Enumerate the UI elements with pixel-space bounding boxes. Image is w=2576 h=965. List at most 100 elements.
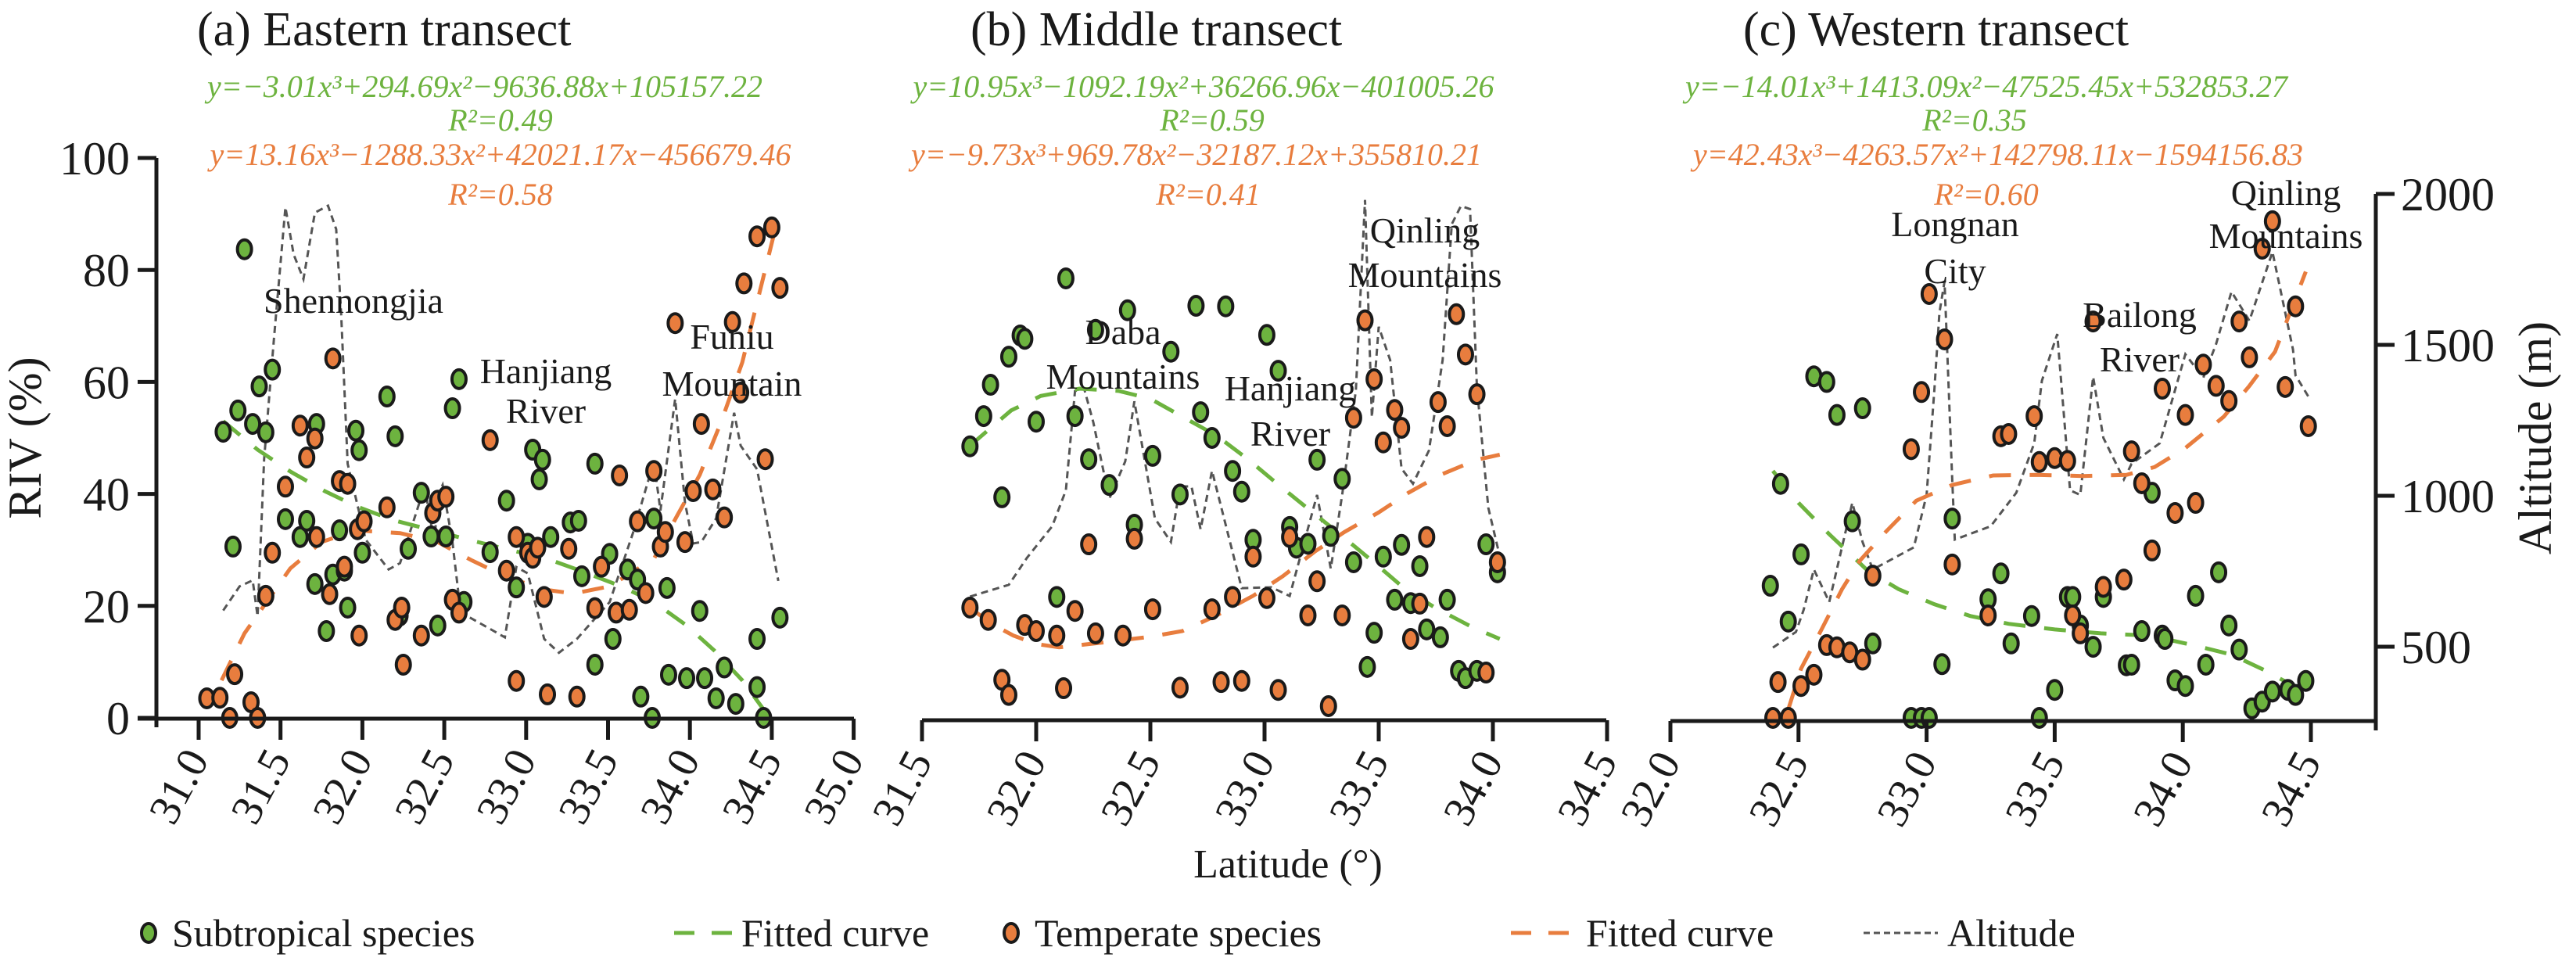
panel-a-subtropical-point bbox=[257, 421, 274, 443]
panel-a-x-tick-label: 32.0 bbox=[303, 741, 382, 832]
panel-b-title: (b) Middle transect bbox=[970, 3, 1342, 56]
panel-c-subtropical-point bbox=[2002, 632, 2020, 655]
panel-a-temperate-point bbox=[378, 496, 396, 518]
panel-a-subtropical-point bbox=[696, 667, 714, 690]
panel-c-subtropical-point bbox=[2064, 586, 2082, 608]
panel-c-temperate-point bbox=[2207, 375, 2225, 397]
panel-c-subtropical-point bbox=[2122, 653, 2140, 676]
annotation-hanjiang-a-line2: River bbox=[506, 391, 586, 431]
panel-b-x-tick-label: 33.5 bbox=[1320, 743, 1399, 834]
panel-b-subtropical-point bbox=[1016, 328, 1034, 350]
panel-c-temperate-point bbox=[1902, 438, 1920, 461]
panel-b-temperate-point bbox=[1299, 604, 1317, 626]
panel-c-subtropical-point bbox=[2297, 669, 2315, 692]
panel-b-temperate-point bbox=[1333, 604, 1351, 626]
y-axis-label-riv: RIV (%) bbox=[0, 357, 51, 518]
panel-b-temperate-point bbox=[1438, 414, 1456, 437]
panel-c-temperate-point bbox=[1864, 565, 1882, 587]
panel-a-temperate-point bbox=[560, 537, 578, 560]
panel-b-subtropical-point bbox=[974, 405, 992, 428]
panel-b-temperate-point bbox=[1468, 383, 1486, 406]
panel-a-temperate-point bbox=[508, 526, 526, 548]
panel-a-subtropical-point bbox=[412, 482, 430, 504]
panel-c-subtropical-point bbox=[2220, 614, 2238, 637]
panel-a-temperate-point bbox=[629, 510, 647, 533]
annotation-qinling-c-line2: Mountains bbox=[2209, 216, 2363, 256]
panel-a-temperate-point bbox=[481, 429, 499, 451]
panel-a-temperate-point bbox=[666, 312, 684, 335]
panel-b-subtropical-point bbox=[1386, 588, 1404, 611]
riv-y-tick-label: 60 bbox=[83, 357, 130, 408]
panel-a-subtropical-point bbox=[604, 628, 622, 651]
panel-a-temperate-point bbox=[568, 685, 586, 708]
panel-b-subtropical-point bbox=[999, 346, 1017, 368]
panel-a-temperate-point bbox=[762, 216, 780, 239]
panel-a-subtropical-point bbox=[569, 509, 587, 532]
panel-b-temperate-point bbox=[1244, 545, 1262, 568]
panel-b-temperate-point bbox=[1344, 407, 1362, 429]
panel-b-subtropical-point bbox=[1431, 626, 1449, 648]
annotation-daba-line2: Mountains bbox=[1046, 357, 1200, 396]
panel-a-temperate-point bbox=[291, 414, 309, 437]
panel-a-subtropical-point bbox=[748, 628, 766, 651]
panel-b-temperate-point bbox=[1393, 417, 1411, 439]
panel-c-temperate-point bbox=[2230, 310, 2248, 333]
panel-a-subtropical-point bbox=[306, 572, 324, 595]
panel-a-temperate-equation: y=13.16x³−1288.33x²+42021.17x−456679.46 bbox=[207, 137, 791, 172]
panel-a-subtropical-point bbox=[586, 653, 604, 676]
panel-a-temperate-point bbox=[257, 584, 274, 607]
panel-b-subtropical-point bbox=[1192, 401, 1210, 424]
panel-c-subtropical-point bbox=[2263, 680, 2281, 703]
panel-b-subtropical-point bbox=[1374, 545, 1392, 568]
panel-b-x-tick-label: 33.0 bbox=[1206, 743, 1285, 834]
panel-a-subtropical-point bbox=[339, 596, 357, 619]
panel-c-temperate-point bbox=[1920, 282, 1938, 305]
panel-b-subtropical-point bbox=[1232, 480, 1250, 503]
panel-a-title: (a) Eastern transect bbox=[197, 3, 572, 56]
panel-a-temperate-point bbox=[732, 382, 750, 404]
panel-b-subtropical-point bbox=[1344, 551, 1362, 573]
altitude-tick-label: 2000 bbox=[2401, 169, 2495, 221]
panel-c-fit-subtropical-curve bbox=[1771, 469, 2302, 692]
panel-a-temperate-point bbox=[723, 310, 741, 333]
annotation-bailong-line2: River bbox=[2100, 339, 2180, 379]
panel-b-temperate-point bbox=[1258, 587, 1275, 609]
panel-c-subtropical-r2: R²=0.35 bbox=[1921, 102, 2026, 138]
panel-b-temperate-point bbox=[961, 596, 979, 619]
panel-c-subtropical-point bbox=[2210, 561, 2228, 583]
panel-a-temperate-point bbox=[450, 601, 468, 624]
panel-a-subtropical-point bbox=[378, 386, 396, 408]
panel-c-temperate-point bbox=[1764, 707, 1782, 729]
panel-c-subtropical-point bbox=[1933, 653, 1951, 676]
panel-b-subtropical-point bbox=[993, 486, 1011, 508]
panel-b-subtropical-point bbox=[1308, 448, 1326, 471]
panel-a-temperate-point bbox=[394, 653, 412, 676]
panel-b-subtropical-point bbox=[1322, 525, 1340, 547]
panel-a-temperate-point bbox=[748, 225, 766, 248]
panel-a-subtropical-point bbox=[353, 541, 371, 564]
panel-c-temperate-point bbox=[1913, 381, 1931, 404]
panel-a-subtropical-point bbox=[716, 656, 734, 679]
panel-a-subtropical-point bbox=[224, 535, 242, 558]
panel-a-subtropical-point bbox=[658, 576, 676, 599]
panel-c-subtropical-point bbox=[1920, 707, 1938, 729]
panel-a-subtropical-point bbox=[632, 685, 650, 708]
panel-a-subtropical-point bbox=[386, 425, 404, 447]
panel-b-subtropical-point bbox=[1299, 533, 1317, 555]
panel-a-temperate-point bbox=[324, 347, 342, 370]
panel-b-temperate-point bbox=[1365, 368, 1383, 390]
panel-b-x-tick-label: 31.5 bbox=[863, 743, 942, 834]
panel-b-temperate-point bbox=[1448, 303, 1466, 325]
panel-a-subtropical-point bbox=[497, 490, 515, 512]
panel-a-temperate-point bbox=[716, 506, 734, 529]
panel-b-fit-temperate-curve bbox=[968, 453, 1501, 650]
annotation-longnan-line2: City bbox=[1924, 251, 1986, 291]
panel-b-temperate-point bbox=[1401, 628, 1419, 651]
panel-b-subtropical-point bbox=[1187, 295, 1205, 317]
panel-c-temperate-point bbox=[2143, 539, 2161, 561]
panel-b-temperate-point bbox=[1232, 669, 1250, 692]
panel-a-temperate-point bbox=[437, 486, 455, 508]
annotation-longnan-line1: Longnan bbox=[1891, 204, 2019, 244]
panel-a-subtropical-point bbox=[276, 508, 294, 530]
panel-a-temperate-point bbox=[497, 559, 515, 582]
